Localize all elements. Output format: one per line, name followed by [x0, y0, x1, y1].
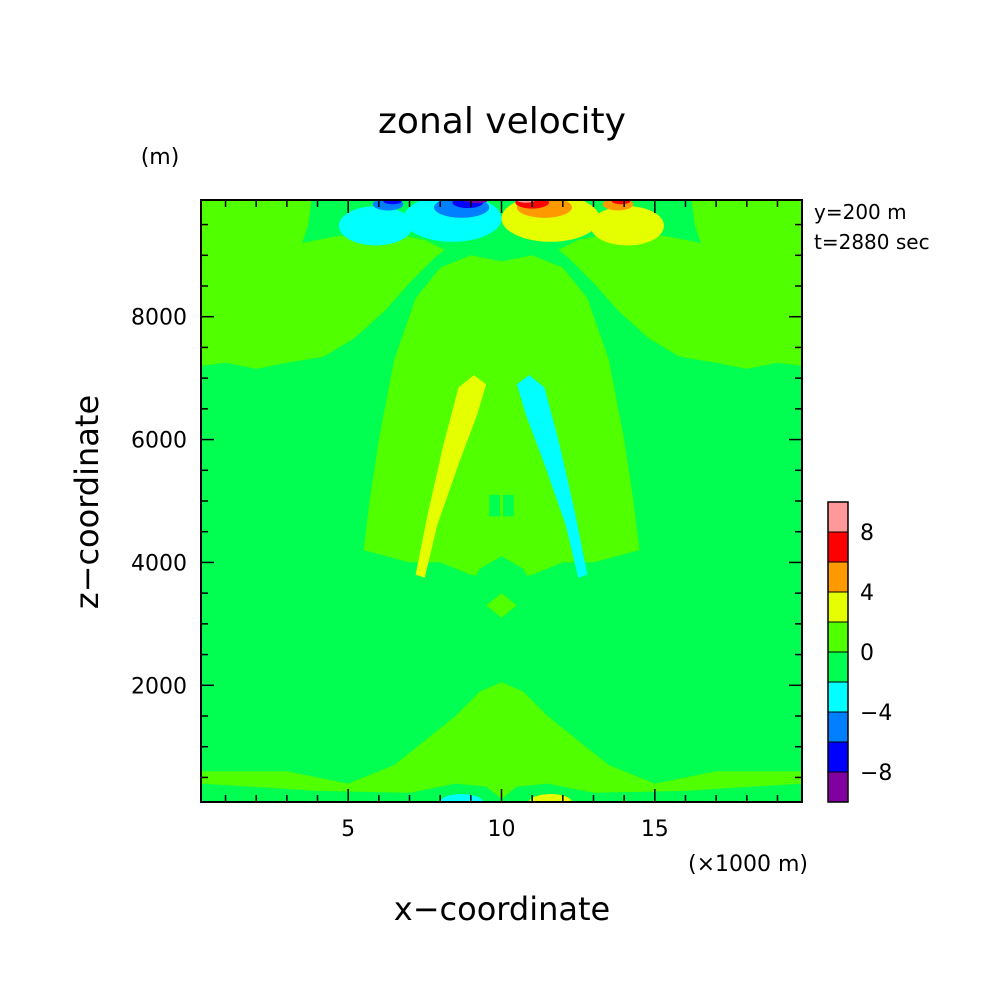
colorbar-tick-label: −4	[860, 701, 892, 726]
colorbar-tick-label: 4	[860, 581, 874, 606]
contour-region	[201, 614, 802, 802]
contour-region	[440, 794, 484, 802]
x-axis: 5 10 15	[224, 200, 779, 842]
chart-title: zonal velocity	[378, 101, 626, 142]
contour-region	[516, 375, 588, 578]
x-tick-label: 15	[641, 817, 669, 842]
annotation-y: y=200 m	[814, 200, 907, 224]
y-tick-label: 4000	[131, 551, 187, 576]
y-tick-label: 6000	[131, 429, 187, 454]
colorbar-swatch	[827, 771, 849, 803]
contour-region	[201, 783, 802, 802]
colorbar-swatch	[827, 711, 849, 743]
contour-region	[201, 200, 802, 369]
colorbar-swatch	[827, 591, 849, 623]
colorbar-swatch	[827, 621, 849, 653]
y-axis-label: z−coordinate	[68, 395, 106, 609]
contour-region	[529, 794, 573, 802]
contour-region	[383, 200, 402, 205]
contour-region	[201, 682, 802, 802]
colorbar-tick-label: 0	[860, 641, 874, 666]
contour-region	[486, 593, 517, 618]
contour-field	[201, 200, 802, 802]
colorbar-tick-label: −8	[860, 761, 892, 786]
y-unit-label: (m)	[141, 145, 180, 170]
contour-region	[338, 206, 413, 246]
colorbar-swatch	[827, 501, 849, 533]
contour-region	[489, 494, 500, 517]
x-unit-label: (×1000 m)	[688, 852, 808, 877]
colorbar-swatch	[827, 531, 849, 563]
colorbar-border	[827, 501, 849, 803]
contour-region	[611, 200, 631, 205]
colorbar-swatch	[827, 651, 849, 683]
x-tick-label: 10	[488, 817, 516, 842]
y-tick-label: 8000	[131, 306, 187, 331]
colorbar: 8 4 0 −4 −8	[827, 501, 892, 803]
colorbar-swatch	[827, 561, 849, 593]
contour-region	[590, 206, 665, 246]
y-tick-label: 2000	[131, 674, 187, 699]
y-axis: 2000 4000 6000 8000	[131, 223, 802, 779]
annotation-t: t=2880 sec	[814, 230, 930, 254]
colorbar-tick-label: 8	[860, 521, 874, 546]
x-tick-label: 5	[341, 817, 355, 842]
x-axis-label: x−coordinate	[394, 890, 610, 928]
colorbar-swatch	[827, 681, 849, 713]
contour-region	[415, 375, 487, 578]
colorbar-swatch	[827, 741, 849, 773]
contour-region	[503, 494, 514, 517]
